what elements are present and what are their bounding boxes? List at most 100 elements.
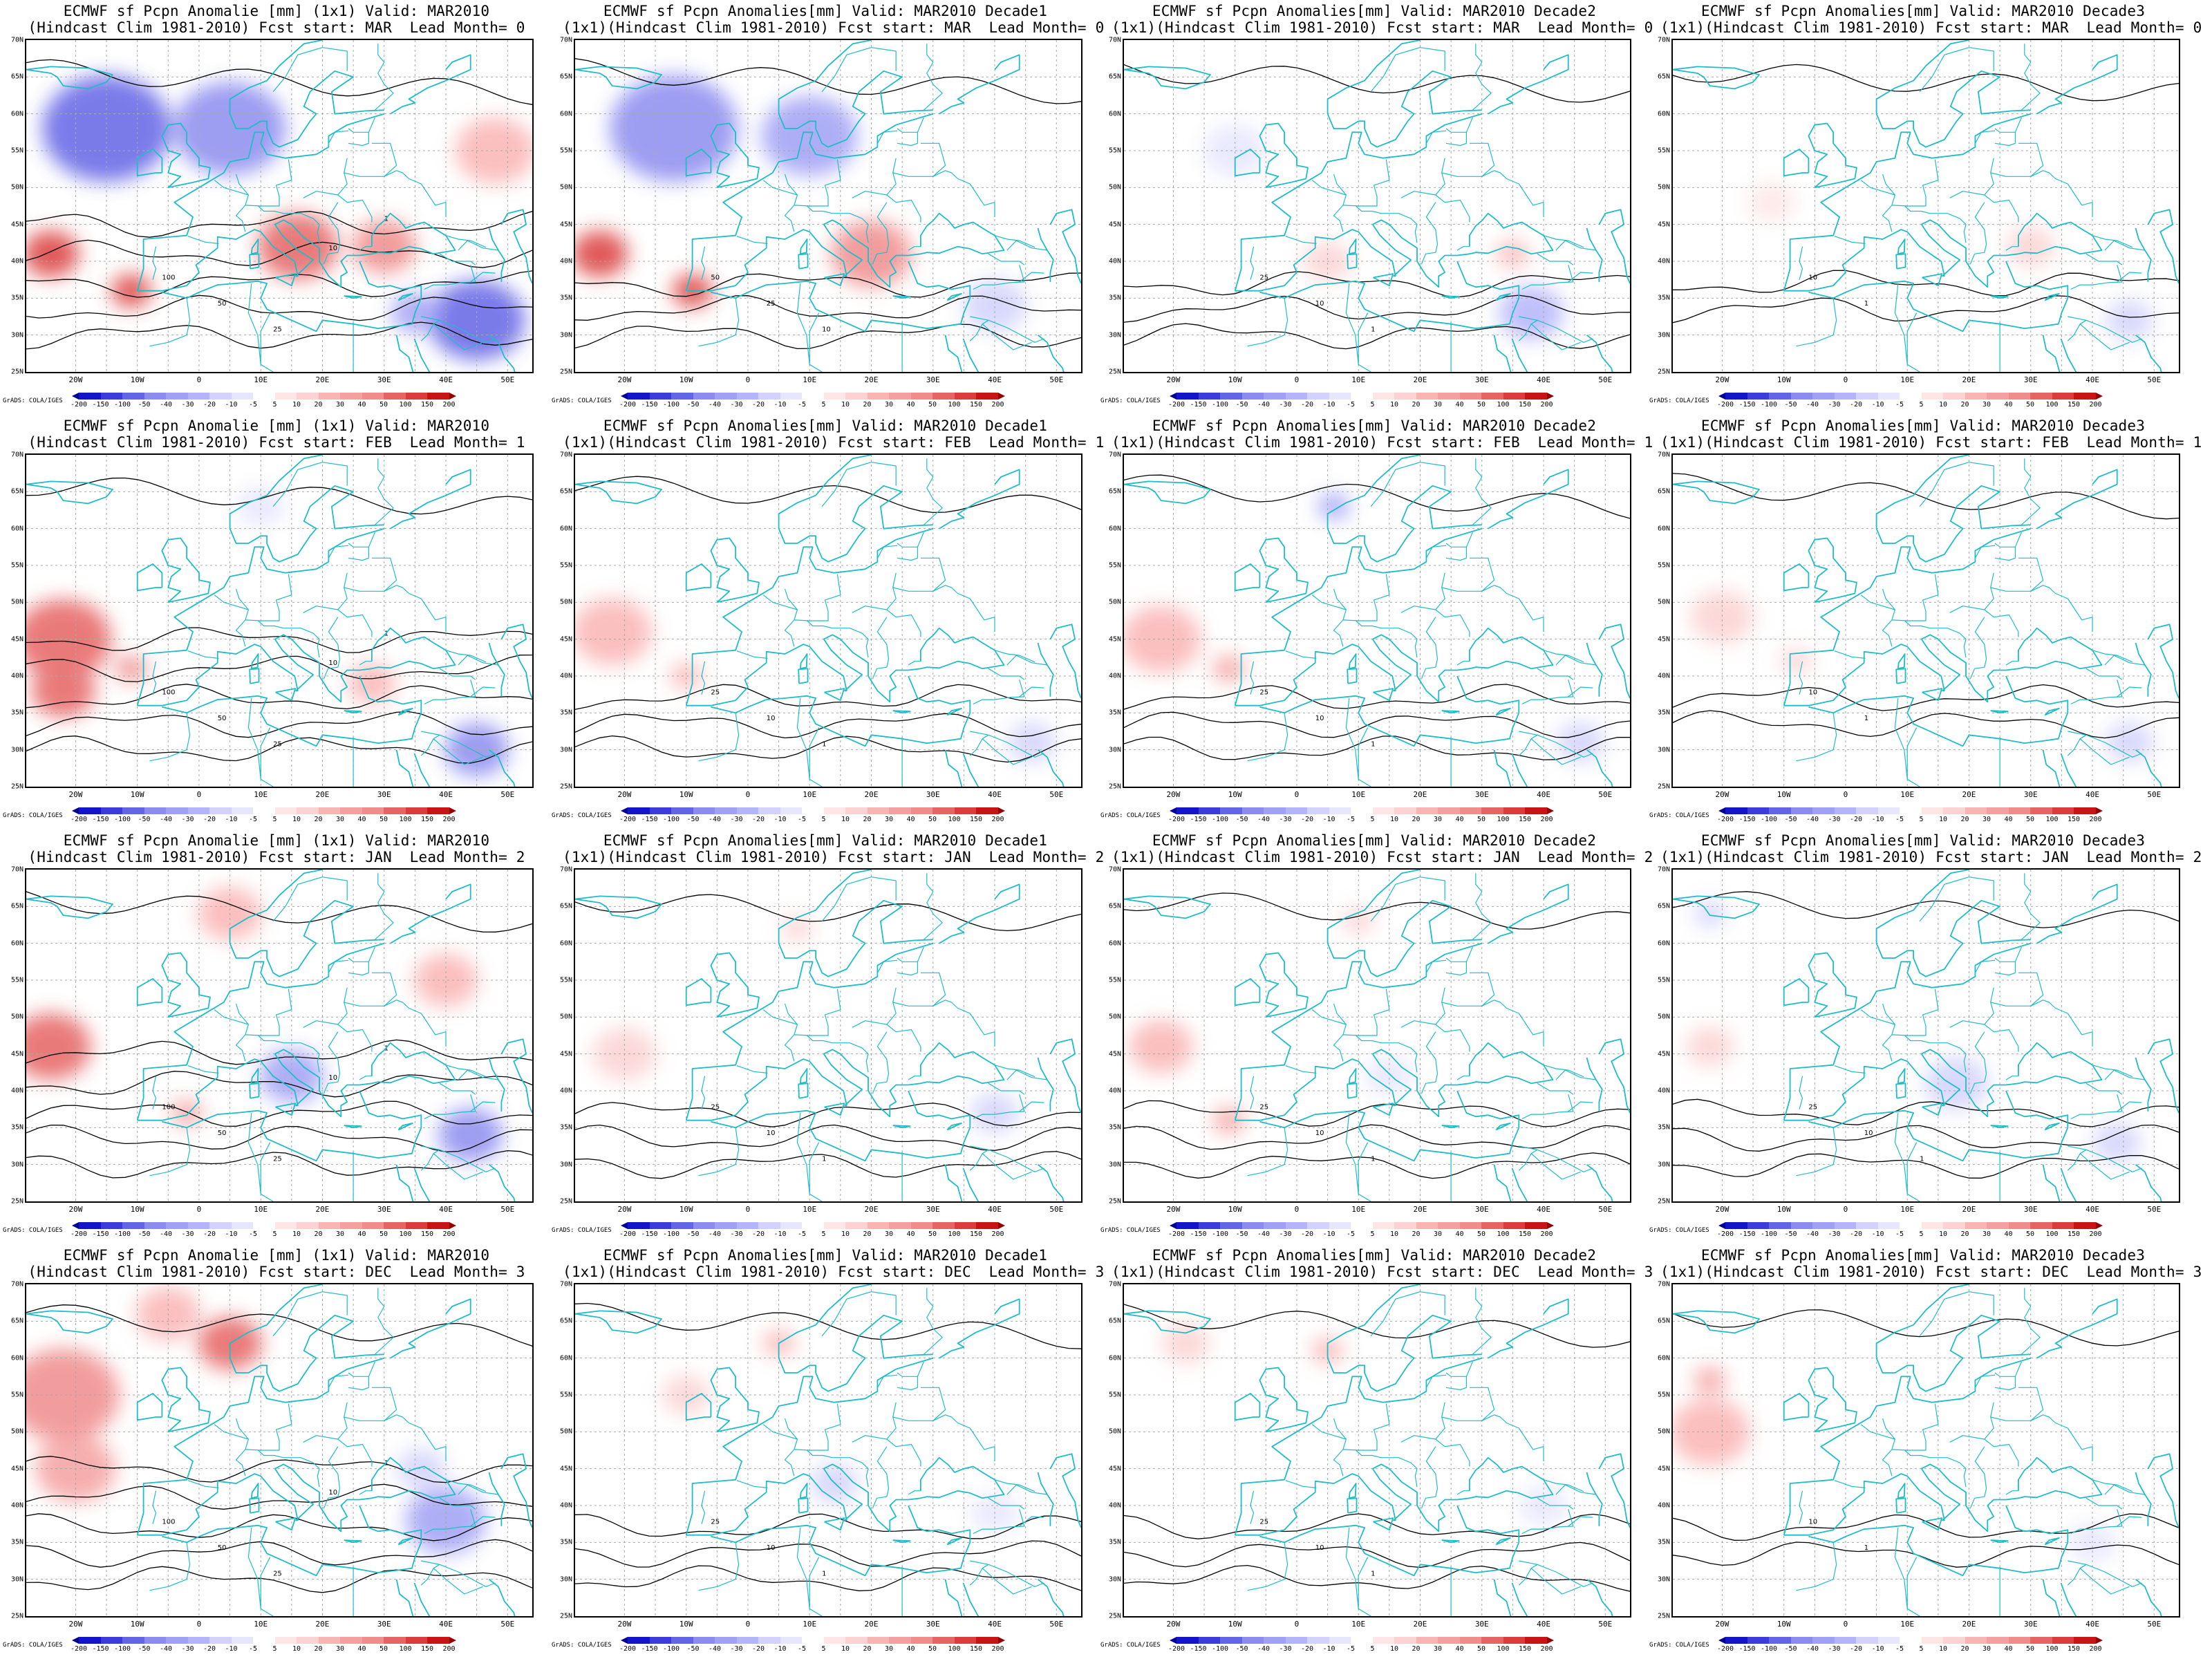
climatology-contour	[1124, 1152, 1630, 1179]
panel-title-line2: (Hindcast Clim 1981-2010) Fcst start: JA…	[28, 849, 525, 865]
legend-swatch	[1834, 1222, 1856, 1229]
coastlines	[1673, 40, 2179, 372]
legend-swatch	[1198, 393, 1220, 400]
latitude-label: 40N	[1108, 1087, 1121, 1095]
legend-level-label: 200	[991, 1230, 1004, 1238]
latitude-label: 70N	[1657, 865, 1670, 874]
legend-swatch	[823, 1222, 845, 1229]
latitude-label: 50N	[559, 183, 572, 191]
legend-level-label: 5	[1919, 1230, 1924, 1238]
legend-swatch	[671, 807, 693, 814]
coastlines	[1673, 870, 2179, 1201]
latitude-label: 30N	[1108, 1161, 1121, 1169]
legend-level-label: 10	[1389, 816, 1399, 823]
latitude-label: 60N	[1108, 525, 1121, 533]
legend-max-arrow	[997, 1222, 1005, 1229]
legend-level-label: 10	[292, 401, 301, 409]
contour-label: 1	[1920, 1155, 1924, 1163]
legend-swatch	[1372, 1222, 1394, 1229]
latitude-label: 50N	[1657, 598, 1670, 606]
legend-level-label: -30	[1828, 1645, 1841, 1653]
legend-swatch	[1241, 807, 1264, 814]
legend-level-label: 50	[1477, 1230, 1486, 1238]
legend-swatch	[1241, 1222, 1264, 1229]
legend-swatch	[1987, 1637, 2009, 1644]
legend-level-label: -100	[662, 1645, 680, 1653]
grads-credit: GrADS: COLA/IGES	[1100, 1227, 1161, 1234]
legend-swatch	[1900, 1637, 1922, 1644]
latitude-label: 65N	[1108, 487, 1121, 496]
panel-title-line1: ECMWF sf Pcpn Anomalies[mm] Valid: MAR20…	[1152, 3, 1597, 19]
longitude-label: 0	[1843, 1205, 1848, 1214]
legend-level-label: 50	[1477, 401, 1486, 409]
latitude-label: 70N	[1657, 1280, 1670, 1288]
contour-label: 10	[1808, 274, 1817, 282]
legend-swatch	[1394, 1637, 1416, 1644]
latitude-label: 45N	[1657, 221, 1670, 229]
coastlines	[26, 870, 532, 1201]
legend-level-label: -200	[619, 1230, 637, 1238]
legend-swatch	[1834, 1637, 1856, 1644]
legend-level-label: 100	[2045, 816, 2059, 823]
latitude-label: 50N	[1657, 1013, 1670, 1021]
latitude-label: 35N	[559, 709, 572, 717]
legend-level-label: 30	[1433, 816, 1443, 823]
legend-swatch	[1725, 1222, 1747, 1229]
latitude-label: 60N	[10, 110, 24, 118]
legend-level-label: -40	[159, 816, 173, 823]
latitude-label: 50N	[10, 1427, 24, 1436]
contour-label: 1	[1864, 1544, 1868, 1552]
climatology-contour	[1124, 1100, 1630, 1127]
latitude-label: 35N	[1108, 1123, 1121, 1132]
legend-swatch	[340, 393, 362, 400]
legend-swatch	[405, 1637, 427, 1644]
legend-level-label: 200	[1540, 1230, 1553, 1238]
latitude-label: 30N	[559, 746, 572, 754]
positive-anomaly-area	[31, 664, 95, 718]
legend-level-label: -200	[1168, 401, 1185, 409]
legend-level-label: 30	[1433, 1230, 1443, 1238]
legend-level-label: -40	[1257, 1230, 1271, 1238]
legend-swatch	[1900, 1222, 1922, 1229]
longitude-label: 40E	[439, 1620, 453, 1629]
legend-level-label: 200	[2089, 1230, 2102, 1238]
legend-swatch	[1812, 1222, 1835, 1229]
legend-swatch	[1198, 807, 1220, 814]
forecast-panel: ECMWF sf Pcpn Anomalies[mm] Valid: MAR20…	[1098, 415, 1653, 828]
latitude-label: 70N	[10, 1280, 24, 1288]
legend-level-label: 200	[442, 401, 456, 409]
climatology-contour	[1124, 1564, 1630, 1592]
graticule	[1673, 455, 2179, 787]
legend-swatch	[79, 807, 101, 814]
legend-swatch	[1438, 393, 1460, 400]
color-legend: -200 -150 -100 -50 -40 -30 -20 -10 -5 5 10 20 30 40 50…	[1168, 807, 1584, 824]
legend-swatch	[1856, 807, 1878, 814]
longitude-label: 20E	[1413, 1205, 1427, 1214]
latitude-label: 70N	[1108, 451, 1121, 459]
latitude-label: 65N	[10, 902, 24, 910]
map-canvas: 10 1	[1673, 40, 2179, 372]
latitude-label: 65N	[559, 902, 572, 910]
longitude-label: 20E	[1962, 790, 1976, 799]
contour-label: 50	[711, 274, 720, 282]
legend-swatch	[1943, 1222, 1965, 1229]
color-legend: -200 -150 -100 -50 -40 -30 -20 -10 -5 5 10 20 30 40 50…	[1717, 1222, 2133, 1239]
climatology-contour	[575, 1124, 1081, 1151]
legend-swatch	[253, 1222, 275, 1229]
legend-level-label: 40	[1455, 1230, 1464, 1238]
latitude-label: 30N	[559, 1575, 572, 1584]
legend-level-label: -10	[1322, 401, 1335, 409]
longitude-label: 30E	[926, 790, 940, 799]
legend-swatch	[1481, 393, 1503, 400]
legend-swatch	[1725, 807, 1747, 814]
legend-swatch	[231, 807, 253, 814]
legend-level-label: -200	[619, 816, 637, 823]
legend-swatch	[954, 807, 976, 814]
color-legend: -200 -150 -100 -50 -40 -30 -20 -10 -5 5 10 20 30 40 50…	[71, 807, 487, 824]
latitude-label: 60N	[1108, 1354, 1121, 1362]
legend-level-label: 5	[272, 816, 277, 823]
latitude-label: 60N	[1108, 110, 1121, 118]
legend-swatch	[867, 1222, 889, 1229]
legend-level-label: -40	[159, 1645, 173, 1653]
negative-anomaly-area	[406, 1487, 487, 1554]
